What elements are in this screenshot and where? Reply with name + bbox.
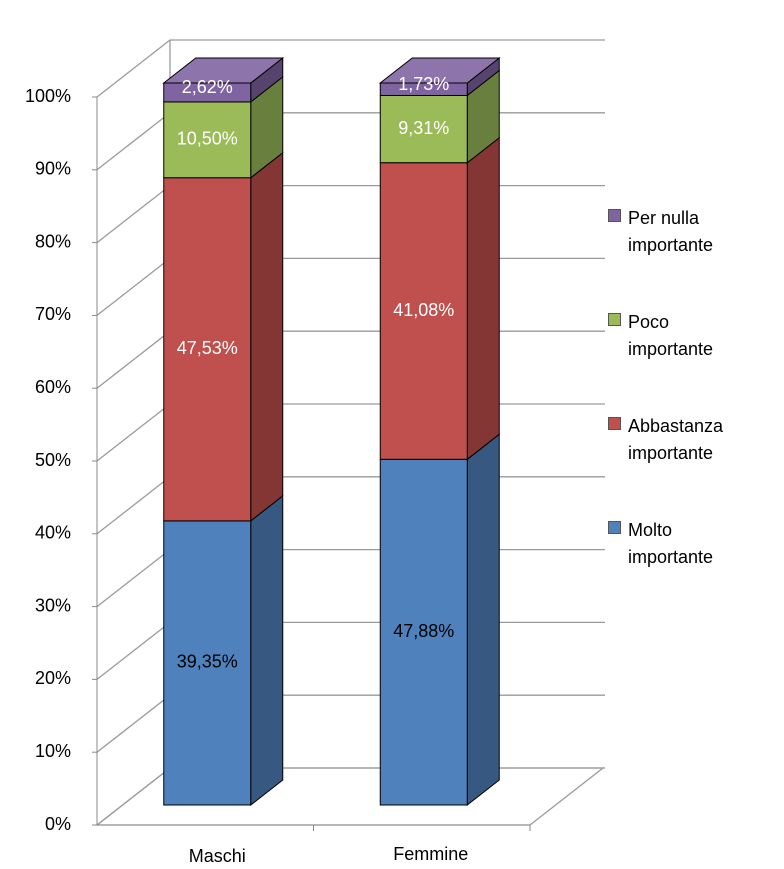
value-label: 2,62% bbox=[182, 77, 233, 97]
bar bbox=[379, 458, 468, 806]
y-tick-label: 100% bbox=[25, 86, 71, 106]
y-tick-label: 90% bbox=[35, 159, 71, 179]
value-label: 41,08% bbox=[393, 300, 454, 320]
bar-side bbox=[250, 151, 284, 522]
y-tick-label: 70% bbox=[35, 304, 71, 324]
y-tick-label: 10% bbox=[35, 741, 71, 761]
bar-side bbox=[466, 433, 500, 807]
value-label: 9,31% bbox=[398, 118, 449, 138]
bar-top bbox=[378, 57, 501, 84]
legend-label: Molto importante bbox=[628, 520, 714, 567]
bar-top bbox=[162, 57, 285, 84]
legend-item: Abbastanza importante bbox=[606, 413, 784, 517]
y-tick-label: 30% bbox=[35, 595, 71, 615]
legend-swatch bbox=[608, 209, 621, 222]
y-tick-label: 0% bbox=[45, 814, 71, 834]
bar bbox=[163, 177, 252, 522]
y-tick-label: 60% bbox=[35, 377, 71, 397]
value-label: 47,53% bbox=[177, 338, 238, 358]
grid-line bbox=[96, 39, 605, 98]
bar bbox=[163, 520, 252, 806]
legend-swatch bbox=[608, 313, 621, 326]
y-tick-label: 40% bbox=[35, 523, 71, 543]
bar bbox=[379, 162, 468, 460]
bar-side bbox=[466, 136, 500, 461]
legend-swatch bbox=[608, 521, 621, 534]
value-label: 10,50% bbox=[177, 129, 238, 149]
legend-label: Abbastanza importante bbox=[628, 416, 724, 463]
legend-item: Molto importante bbox=[606, 517, 784, 621]
legend-label: Per nulla importante bbox=[628, 208, 714, 255]
legend-label: Poco importante bbox=[628, 312, 714, 359]
bar-side bbox=[250, 494, 284, 807]
value-label: 1,73% bbox=[398, 74, 449, 94]
y-tick-label: 20% bbox=[35, 668, 71, 688]
y-tick-label: 50% bbox=[35, 450, 71, 470]
legend-item: Poco importante bbox=[606, 309, 784, 413]
y-tick-label: 80% bbox=[35, 231, 71, 251]
legend: Per nulla importante Poco importante Abbas… bbox=[606, 205, 784, 621]
bar bbox=[163, 101, 252, 179]
legend-swatch bbox=[608, 417, 621, 430]
x-tick-label: Maschi bbox=[189, 846, 246, 866]
legend-item: Per nulla importante bbox=[606, 205, 784, 309]
value-label: 39,35% bbox=[177, 652, 238, 672]
value-label: 47,88% bbox=[393, 621, 454, 641]
x-tick-label: Femmine bbox=[393, 844, 468, 864]
